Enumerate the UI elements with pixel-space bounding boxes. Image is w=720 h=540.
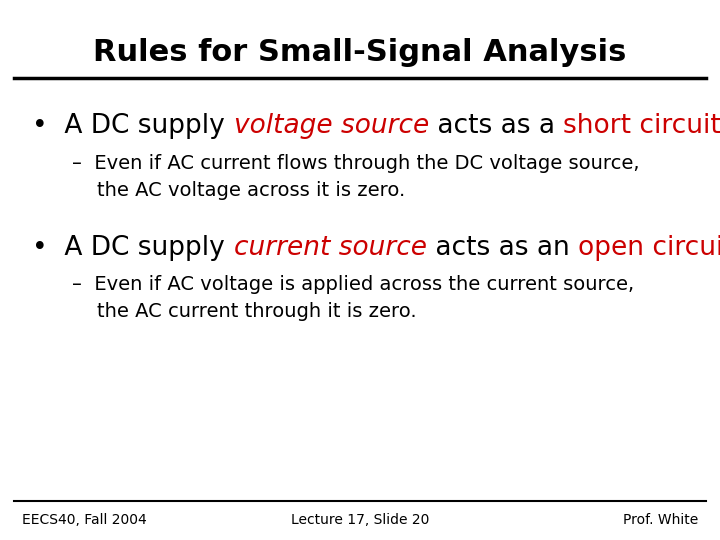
Text: open circuit: open circuit [577, 235, 720, 261]
Text: EECS40, Fall 2004: EECS40, Fall 2004 [22, 513, 146, 527]
Text: current source: current source [233, 235, 426, 261]
Text: acts as a: acts as a [429, 113, 563, 139]
Text: Prof. White: Prof. White [623, 513, 698, 527]
Text: Rules for Small-Signal Analysis: Rules for Small-Signal Analysis [94, 38, 626, 67]
Text: Lecture 17, Slide 20: Lecture 17, Slide 20 [291, 513, 429, 527]
Text: •  A DC supply: • A DC supply [32, 113, 233, 139]
Text: short circuit: short circuit [563, 113, 720, 139]
Text: voltage source: voltage source [233, 113, 429, 139]
Text: the AC current through it is zero.: the AC current through it is zero. [72, 302, 417, 321]
Text: acts as an: acts as an [426, 235, 577, 261]
Text: –  Even if AC voltage is applied across the current source,: – Even if AC voltage is applied across t… [72, 275, 634, 294]
Text: the AC voltage across it is zero.: the AC voltage across it is zero. [72, 181, 405, 200]
Text: •  A DC supply: • A DC supply [32, 235, 233, 261]
Text: –  Even if AC current flows through the DC voltage source,: – Even if AC current flows through the D… [72, 154, 639, 173]
